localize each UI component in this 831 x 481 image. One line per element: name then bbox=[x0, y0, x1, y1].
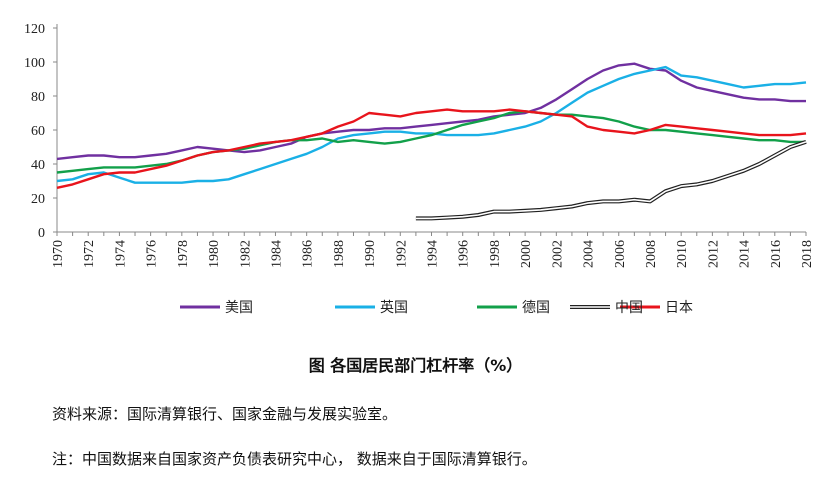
y-tick-label: 0 bbox=[38, 226, 45, 241]
series-line-2 bbox=[56, 110, 806, 174]
x-tick-label: 1992 bbox=[394, 240, 409, 268]
y-tick-label: 80 bbox=[31, 90, 45, 105]
legend-label: 日本 bbox=[665, 300, 693, 316]
x-tick-label: 1970 bbox=[51, 240, 66, 268]
y-tick-label: 20 bbox=[31, 192, 45, 207]
source-note: 资料来源：国际清算银行、国家金融与发展实验室。 bbox=[52, 405, 398, 423]
legend-item-0: 美国 bbox=[180, 300, 253, 316]
leverage-line-chart: 0 20 40 60 80 100 120 1970 1972 1974 1976 1978 1980 1… bbox=[24, 22, 815, 316]
x-tick-label: 1974 bbox=[113, 240, 128, 268]
series-line-0 bbox=[56, 62, 806, 161]
x-tick-label: 1984 bbox=[269, 240, 284, 268]
legend-label: 美国 bbox=[225, 300, 253, 316]
x-tick-label: 2014 bbox=[738, 240, 753, 268]
x-tick-label: 1976 bbox=[145, 240, 160, 268]
x-tick-label: 1982 bbox=[238, 240, 253, 268]
y-tick-label: 100 bbox=[24, 56, 45, 71]
x-tick-label: 2000 bbox=[519, 240, 534, 268]
y-tick-label: 60 bbox=[31, 124, 45, 139]
legend-item-3: 日本 bbox=[620, 300, 693, 316]
x-tick-label: 1978 bbox=[176, 240, 191, 268]
chart-legend: 美国 英国 德国 日本 中国 bbox=[180, 299, 693, 316]
legend-item-1: 英国 bbox=[335, 299, 408, 316]
x-tick-label: 2016 bbox=[769, 240, 784, 268]
x-tick-label: 1996 bbox=[457, 240, 472, 268]
x-tick-label: 2002 bbox=[550, 240, 565, 268]
x-tick-label: 2012 bbox=[706, 240, 721, 268]
x-tick-label: 1986 bbox=[301, 240, 316, 268]
legend-item-2: 德国 bbox=[477, 300, 550, 316]
legend-label: 德国 bbox=[522, 300, 550, 316]
footnote: 注：中国数据来自国家资产负债表研究中心， 数据来自于国际清算银行。 bbox=[52, 450, 537, 468]
series-line-1 bbox=[56, 65, 807, 184]
legend-item-4: 中国 bbox=[570, 300, 643, 316]
x-tick-label: 1988 bbox=[332, 240, 347, 268]
chart-axes: 0 20 40 60 80 100 120 1970 1972 1974 1976 1978 1980 1… bbox=[24, 22, 815, 268]
chart-title: 图 各国居民部门杠杆率（%） bbox=[308, 356, 523, 375]
x-tick-label: 2018 bbox=[800, 240, 815, 268]
x-tick-label: 2006 bbox=[613, 240, 628, 268]
series-line-4 bbox=[415, 141, 807, 220]
x-tick-label: 2004 bbox=[582, 240, 597, 268]
legend-label: 中国 bbox=[615, 300, 643, 316]
y-tick-label: 40 bbox=[31, 158, 45, 173]
x-tick-label: 1990 bbox=[363, 240, 378, 268]
series-layer bbox=[56, 62, 807, 221]
y-tick-label: 120 bbox=[24, 22, 45, 37]
x-tick-label: 2010 bbox=[675, 240, 690, 268]
x-tick-label: 1994 bbox=[426, 240, 441, 268]
x-tick-label: 1998 bbox=[488, 240, 503, 268]
series-line-3 bbox=[56, 108, 807, 189]
x-tick-label: 1972 bbox=[82, 240, 97, 268]
series-line-outline-4 bbox=[415, 139, 807, 221]
x-tick-label: 2008 bbox=[644, 240, 659, 268]
x-tick-label: 1980 bbox=[207, 240, 222, 268]
legend-label: 英国 bbox=[380, 299, 408, 316]
